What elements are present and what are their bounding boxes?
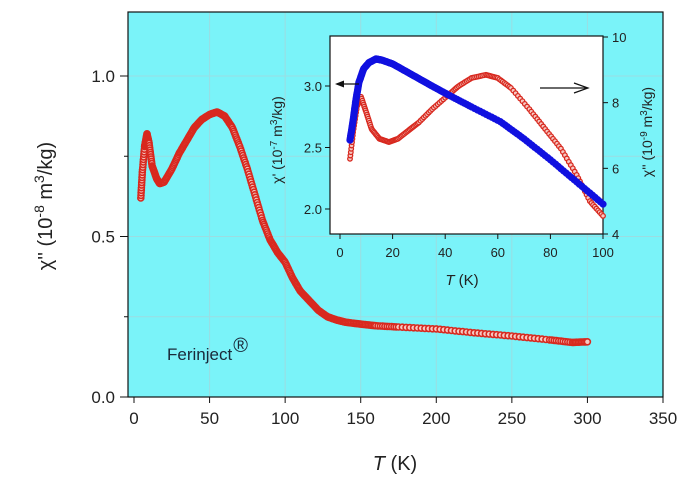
ferinject-annotation: Ferinject® xyxy=(167,335,248,364)
inset-x-label-symbol: T xyxy=(445,272,456,289)
inset-plot: 0 20 40 60 80 100 2.0 2.5 3.0 4 6 8 10 xyxy=(304,30,627,260)
inset-x-tick-label: 40 xyxy=(438,245,452,260)
inset-left-label-part: χ' (10 xyxy=(269,149,285,183)
inset-x-tick-label: 80 xyxy=(543,245,557,260)
inset-right-y-tick-label: 4 xyxy=(612,227,619,242)
inset-x-tick-label: 60 xyxy=(491,245,505,260)
main-y-tick-label: 0.0 xyxy=(91,388,115,407)
inset-right-y-tick-label: 8 xyxy=(612,96,619,111)
inset-right-label-exp: 3 xyxy=(639,110,650,116)
right-arrow-head xyxy=(573,82,590,94)
main-x-tick-label: 350 xyxy=(649,409,677,428)
inset-left-label-exp: -7 xyxy=(269,140,280,149)
main-x-tick-label: 250 xyxy=(498,409,526,428)
main-y-label-part: m xyxy=(35,183,57,205)
annotation-text: Ferinject xyxy=(167,345,232,364)
main-y-label-part: χ'' (10 xyxy=(35,218,57,271)
right-arrow-icon xyxy=(540,82,590,94)
inset-x-axis-label: T (K) xyxy=(445,272,478,289)
main-x-tick-label: 300 xyxy=(573,409,601,428)
inset-left-y-tick-label: 2.0 xyxy=(304,202,322,217)
inset-left-y-tick-label: 3.0 xyxy=(304,79,322,94)
inset-x-tick-label: 0 xyxy=(336,245,343,260)
main-x-tick-label: 100 xyxy=(271,409,299,428)
inset-chi1-data-point xyxy=(599,200,607,208)
inset-left-label-part: /kg) xyxy=(269,96,285,119)
main-y-axis-label: χ'' (10-8 m3/kg) xyxy=(31,142,57,270)
inset-left-label-part: m xyxy=(269,125,285,141)
inset-x-label-unit: (K) xyxy=(455,272,479,289)
main-x-tick-label: 50 xyxy=(200,409,219,428)
main-plot-frame xyxy=(127,11,664,398)
main-x-axis-label-unit: (K) xyxy=(385,453,417,475)
main-x-axis-label: T (K) xyxy=(373,453,417,475)
inset-right-label-part: m xyxy=(639,116,655,132)
inset-right-y-tick-label: 6 xyxy=(612,161,619,176)
inset-left-y-tick-label: 2.5 xyxy=(304,141,322,156)
inset-left-label-exp: 3 xyxy=(269,119,280,125)
main-x-axis-label-symbol: T xyxy=(373,453,387,475)
inset-right-y-axis-label: χ'' (10-9 m3/kg) xyxy=(639,87,656,177)
main-chi2-data-point xyxy=(583,337,592,346)
left-arrow-icon xyxy=(335,80,359,88)
inset-x-tick-label: 100 xyxy=(592,245,614,260)
inset-right-label-part: χ'' (10 xyxy=(639,140,655,177)
inset-right-label-part: /kg) xyxy=(639,87,655,110)
main-x-tick-label: 200 xyxy=(422,409,450,428)
main-y-label-exp: -8 xyxy=(31,205,47,218)
main-y-tick-label: 1.0 xyxy=(91,67,115,86)
inset-left-y-axis-label: χ' (10-7 m3/kg) xyxy=(269,96,286,184)
left-arrow-head xyxy=(335,80,344,88)
registered-mark: ® xyxy=(233,335,248,357)
inset-right-label-exp: -9 xyxy=(639,131,650,140)
inset-chi2-data-point xyxy=(600,212,606,219)
main-y-tick-label: 0.5 xyxy=(91,228,115,247)
main-y-label-exp: 3 xyxy=(31,175,47,183)
main-y-label-part: /kg) xyxy=(35,142,57,175)
inset-x-tick-label: 20 xyxy=(385,245,399,260)
main-x-tick-label: 150 xyxy=(347,409,375,428)
inset-right-y-tick-label: 10 xyxy=(612,30,626,45)
main-x-tick-label: 0 xyxy=(129,409,138,428)
